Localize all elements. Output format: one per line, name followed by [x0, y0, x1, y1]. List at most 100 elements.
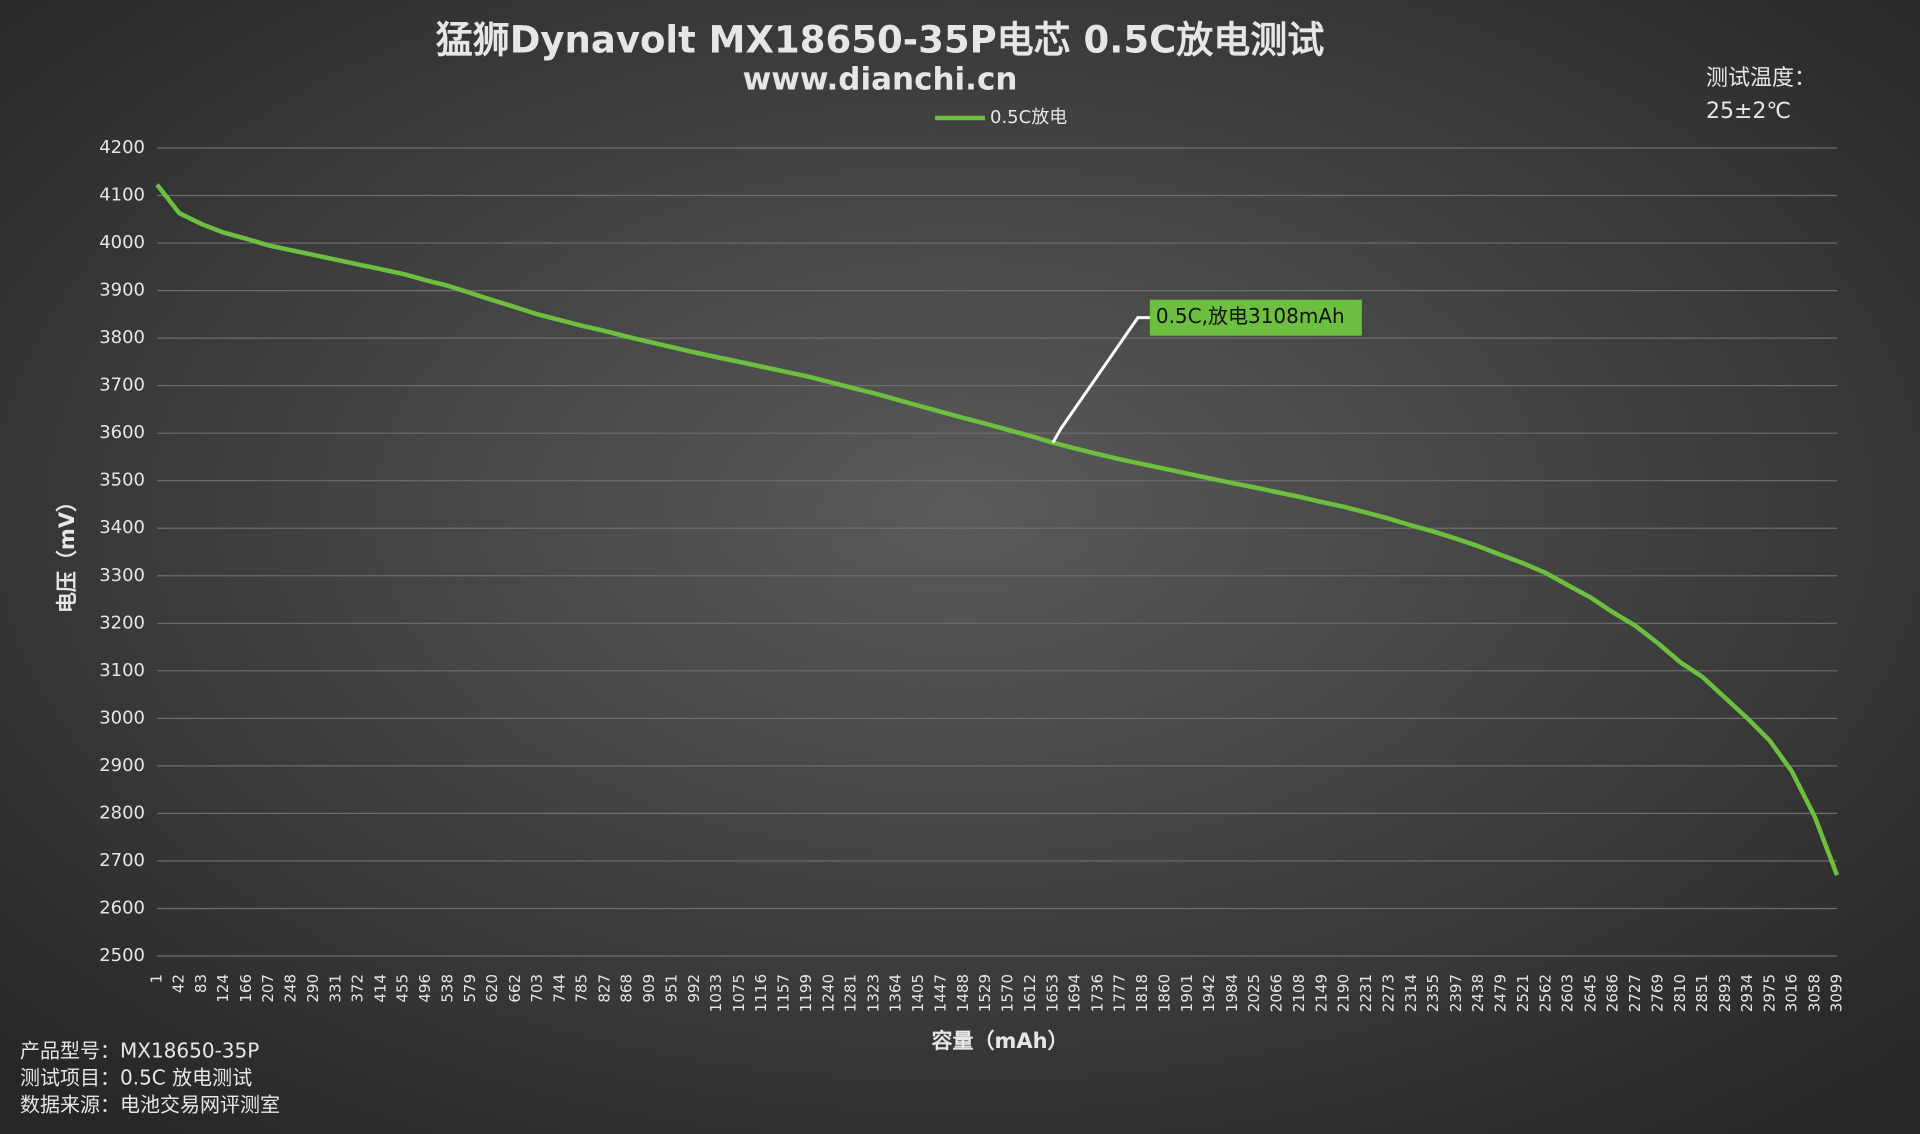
x-tick-label: 2810 [1671, 974, 1689, 1012]
x-tick-label: 1323 [864, 974, 882, 1012]
y-tick-label: 3000 [99, 707, 145, 728]
x-tick-label: 1736 [1088, 974, 1106, 1012]
x-tick-label: 1777 [1111, 974, 1129, 1012]
x-tick-label: 662 [506, 974, 524, 1003]
x-tick-label: 2108 [1290, 974, 1308, 1012]
x-tick-label: 3099 [1828, 974, 1846, 1012]
x-tick-label: 1529 [976, 974, 994, 1012]
annotation-text: 0.5C,放电3108mAh [1156, 304, 1345, 328]
condition: 测试温度： [1706, 66, 1816, 91]
y-axis-label: 电压（mV） [55, 491, 79, 613]
x-tick-label: 2603 [1559, 974, 1577, 1012]
y-tick-label: 3400 [99, 517, 145, 538]
x-tick-label: 331 [326, 974, 344, 1003]
x-tick-label: 1405 [909, 974, 927, 1012]
x-tick-label: 2645 [1581, 974, 1599, 1012]
y-tick-label: 2500 [99, 945, 145, 966]
x-tick-label: 42 [170, 974, 188, 993]
condition: 25±2℃ [1706, 99, 1791, 124]
x-tick-label: 1240 [819, 974, 837, 1012]
annotation-box [1149, 299, 1362, 336]
x-tick-label: 2438 [1469, 974, 1487, 1012]
y-tick-label: 3600 [99, 422, 145, 443]
x-axis-label: 容量（mAh） [931, 1029, 1068, 1053]
x-tick-label: 2231 [1357, 974, 1375, 1012]
x-tick-label: 1901 [1178, 974, 1196, 1012]
x-tick-label: 1281 [842, 974, 860, 1012]
x-tick-label: 83 [192, 974, 210, 993]
note: 测试项目：0.5C 放电测试 [20, 1066, 252, 1090]
x-tick-label: 703 [528, 974, 546, 1003]
x-tick-label: 2893 [1716, 974, 1734, 1012]
x-tick-label: 1075 [730, 974, 748, 1012]
annotation-leader [1051, 316, 1150, 444]
x-tick-label: 2066 [1267, 974, 1285, 1012]
x-tick-label: 2479 [1491, 974, 1509, 1012]
x-tick-label: 951 [663, 974, 681, 1003]
x-tick-label: 2521 [1514, 974, 1532, 1012]
x-tick-label: 2149 [1312, 974, 1330, 1012]
data-line [155, 183, 1840, 876]
x-tick-label: 2934 [1738, 974, 1756, 1012]
x-tick-label: 1447 [932, 974, 950, 1012]
x-tick-label: 1488 [954, 974, 972, 1012]
x-tick-label: 1860 [1156, 974, 1174, 1012]
x-tick-label: 1364 [887, 974, 905, 1012]
x-tick-label: 1199 [797, 974, 815, 1012]
x-tick-label: 455 [394, 974, 412, 1003]
x-tick-label: 744 [550, 974, 568, 1003]
legend-label: 0.5C放电 [990, 107, 1067, 128]
x-tick-label: 1942 [1200, 974, 1218, 1012]
x-tick-label: 2025 [1245, 974, 1263, 1012]
chart-subtitle: www.dianchi.cn [743, 62, 1018, 98]
x-tick-label: 1694 [1066, 974, 1084, 1012]
x-tick-label: 1570 [998, 974, 1016, 1012]
x-tick-label: 2355 [1424, 974, 1442, 1012]
y-tick-label: 2600 [99, 897, 145, 918]
y-tick-label: 2800 [99, 802, 145, 823]
note: 数据来源：电池交易网评测室 [20, 1093, 280, 1117]
x-tick-label: 207 [259, 974, 277, 1003]
y-tick-label: 4200 [99, 137, 145, 158]
y-tick-label: 3100 [99, 660, 145, 681]
y-tick-label: 2700 [99, 850, 145, 871]
y-tick-label: 4100 [99, 185, 145, 206]
y-tick-label: 3500 [99, 470, 145, 491]
x-tick-label: 827 [595, 974, 613, 1003]
y-tick-label: 2900 [99, 755, 145, 776]
y-tick-label: 3700 [99, 375, 145, 396]
x-tick-label: 2397 [1447, 974, 1465, 1012]
y-tick-label: 4000 [99, 232, 145, 253]
x-tick-label: 1033 [707, 974, 725, 1012]
x-tick-label: 1116 [752, 974, 770, 1012]
x-tick-label: 1818 [1133, 974, 1151, 1012]
x-tick-label: 2769 [1649, 974, 1667, 1012]
x-tick-label: 2727 [1626, 974, 1644, 1012]
y-tick-label: 3200 [99, 612, 145, 633]
x-tick-label: 1612 [1021, 974, 1039, 1012]
x-tick-label: 2190 [1335, 974, 1353, 1012]
y-tick-label: 3900 [99, 280, 145, 301]
x-tick-label: 2851 [1693, 974, 1711, 1012]
x-tick-label: 2314 [1402, 974, 1420, 1012]
chart-title: 猛狮Dynavolt MX18650-35P电芯 0.5C放电测试 [436, 19, 1325, 62]
x-tick-label: 2562 [1536, 974, 1554, 1012]
x-tick-label: 1157 [774, 974, 792, 1012]
x-tick-label: 909 [640, 974, 658, 1003]
x-tick-label: 124 [214, 974, 232, 1003]
x-tick-label: 1653 [1043, 974, 1061, 1012]
x-tick-label: 579 [461, 974, 479, 1003]
x-tick-label: 248 [281, 974, 299, 1003]
y-tick-label: 3800 [99, 327, 145, 348]
x-tick-label: 414 [371, 974, 389, 1003]
x-tick-label: 1 [148, 974, 166, 984]
note: 产品型号：MX18650-35P [20, 1039, 259, 1063]
x-tick-label: 2273 [1380, 974, 1398, 1012]
x-tick-label: 992 [685, 974, 703, 1003]
x-tick-label: 1984 [1223, 974, 1241, 1012]
x-tick-label: 785 [573, 974, 591, 1003]
x-tick-label: 538 [439, 974, 457, 1003]
x-tick-label: 3016 [1782, 974, 1800, 1012]
